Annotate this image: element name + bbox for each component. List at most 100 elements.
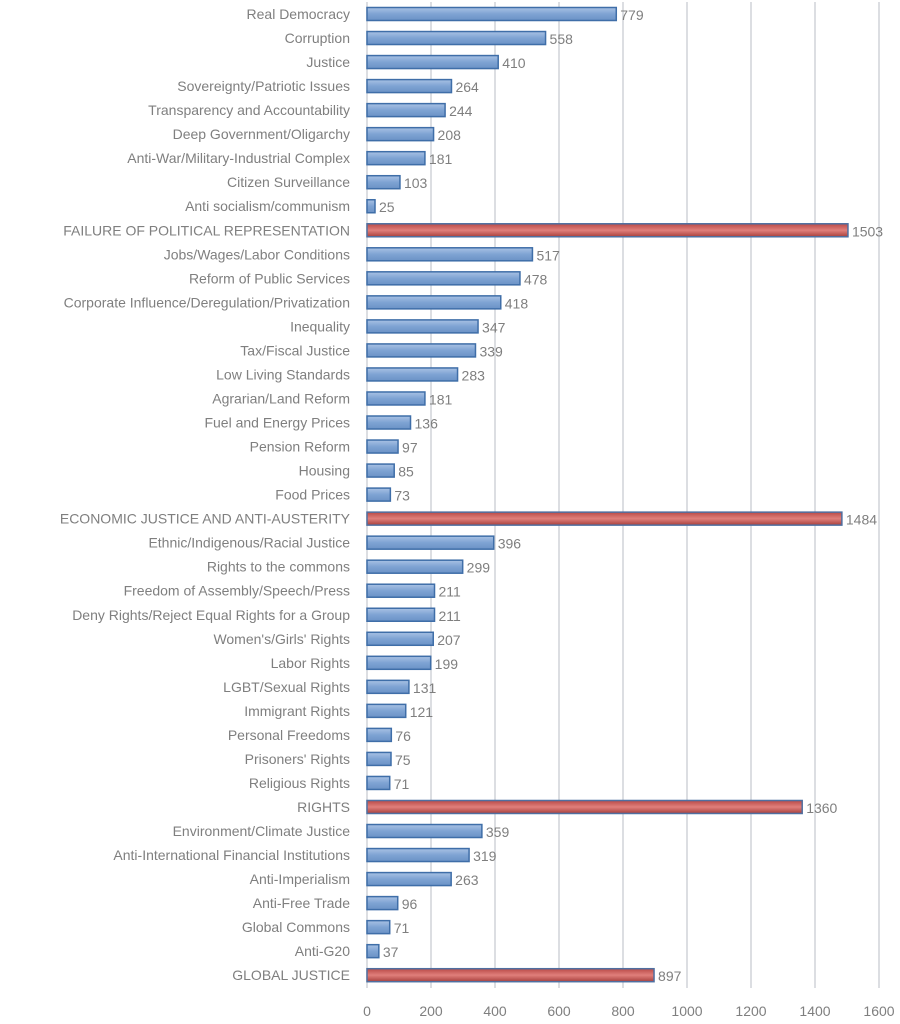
category-label: Reform of Public Services: [189, 270, 350, 286]
category-label: Prisoners' Rights: [245, 751, 350, 767]
bar: [366, 343, 477, 358]
category-label: Justice: [306, 54, 350, 70]
data-label: 211: [439, 584, 462, 600]
bar: [366, 607, 436, 622]
data-label: 76: [395, 728, 411, 744]
data-label: 1503: [852, 223, 883, 239]
data-label: 418: [505, 295, 529, 311]
data-label: 85: [398, 464, 414, 480]
category-label: Inequality: [290, 318, 350, 334]
category-bar: [366, 511, 843, 526]
data-label: 359: [486, 824, 510, 840]
data-label: 199: [435, 656, 459, 672]
data-label: 244: [449, 103, 473, 119]
bar: [366, 679, 410, 695]
category-label: Sovereignty/Patriotic Issues: [177, 78, 350, 94]
category-label: Pension Reform: [250, 439, 350, 455]
category-label: RIGHTS: [297, 799, 350, 815]
category-label: Deep Government/Oligarchy: [173, 126, 350, 142]
bar: [366, 775, 391, 791]
bar: [366, 271, 521, 286]
category-label: Agrarian/Land Reform: [212, 390, 350, 406]
category-label: Immigrant Rights: [244, 703, 350, 719]
bar: [366, 943, 380, 959]
bar: [366, 487, 392, 502]
value-labels: 7795584102642442081811032515035174784183…: [379, 7, 883, 984]
category-label: GLOBAL JUSTICE: [232, 967, 350, 983]
data-label: 347: [482, 319, 506, 335]
bar: [366, 439, 399, 454]
x-axis-ticks: 0 200 400 600 800 1000 1200 1400 1600: [363, 1003, 895, 1019]
bar: [366, 463, 395, 478]
data-label: 779: [620, 7, 644, 23]
bar: [366, 150, 426, 166]
data-label: 103: [404, 175, 428, 191]
data-label: 263: [455, 872, 479, 888]
bar: [366, 391, 426, 406]
category-label: Ethnic/Indigenous/Racial Justice: [148, 535, 350, 551]
category-label: Religious Rights: [249, 775, 350, 791]
bar: [366, 295, 502, 310]
bar: [366, 78, 453, 94]
category-label: Deny Rights/Reject Equal Rights for a Gr…: [72, 607, 350, 623]
bar: [366, 823, 483, 839]
data-label: 558: [550, 31, 574, 47]
bar: [366, 102, 446, 118]
category-bar: [366, 967, 655, 983]
category-label: Anti socialism/communism: [185, 198, 350, 214]
category-label: Fuel and Energy Prices: [204, 415, 350, 431]
data-label: 136: [415, 416, 439, 432]
x-tick-label: 1200: [735, 1003, 766, 1019]
bar: [366, 247, 534, 262]
data-label: 299: [467, 560, 491, 576]
bar: [366, 703, 407, 719]
category-bar: [366, 799, 803, 815]
x-tick-label: 400: [483, 1003, 507, 1019]
bar: [366, 535, 495, 550]
data-label: 25: [379, 199, 395, 215]
category-label: ECONOMIC JUSTICE AND ANTI-AUSTERITY: [60, 511, 351, 527]
category-label: Freedom of Assembly/Speech/Press: [124, 583, 350, 599]
category-label: Anti-War/Military-Industrial Complex: [127, 150, 350, 166]
bar: [366, 126, 435, 142]
category-label: Low Living Standards: [216, 366, 350, 382]
x-tick-label: 1600: [863, 1003, 894, 1019]
data-label: 75: [395, 752, 411, 768]
category-label: Corporate Influence/Deregulation/Privati…: [64, 294, 350, 310]
category-label: LGBT/Sexual Rights: [223, 679, 350, 695]
category-labels: Real Democracy Corruption Justice Sovereign…: [60, 6, 351, 983]
category-label: Transparency and Accountability: [148, 102, 350, 118]
bar: [366, 319, 479, 334]
data-label: 319: [473, 848, 497, 864]
bar: [366, 655, 432, 671]
bar: [366, 198, 376, 214]
bar: [366, 847, 470, 863]
x-tick-label: 600: [547, 1003, 571, 1019]
data-label: 71: [394, 920, 410, 936]
data-label: 1360: [806, 800, 837, 816]
category-label: Personal Freedoms: [228, 727, 350, 743]
x-tick-label: 800: [611, 1003, 635, 1019]
bar: [366, 559, 464, 574]
bar: [366, 727, 393, 743]
bars: [366, 6, 849, 983]
category-label: Anti-International Financial Institution…: [113, 847, 350, 863]
category-label: Women's/Girls' Rights: [213, 631, 350, 647]
bar: [366, 583, 436, 598]
bar: [366, 30, 547, 46]
category-label: Real Democracy: [247, 6, 350, 22]
data-label: 264: [455, 79, 479, 95]
bar: [366, 895, 399, 911]
bar: [366, 751, 392, 767]
data-label: 37: [383, 944, 399, 960]
x-tick-label: 1000: [671, 1003, 702, 1019]
data-label: 211: [439, 608, 462, 624]
category-label: Tax/Fiscal Justice: [240, 342, 350, 358]
data-label: 73: [394, 488, 410, 504]
x-tick-label: 1400: [799, 1003, 830, 1019]
category-label: Housing: [299, 463, 350, 479]
x-tick-label: 0: [363, 1003, 371, 1019]
data-label: 181: [429, 151, 453, 167]
data-label: 131: [413, 680, 437, 696]
